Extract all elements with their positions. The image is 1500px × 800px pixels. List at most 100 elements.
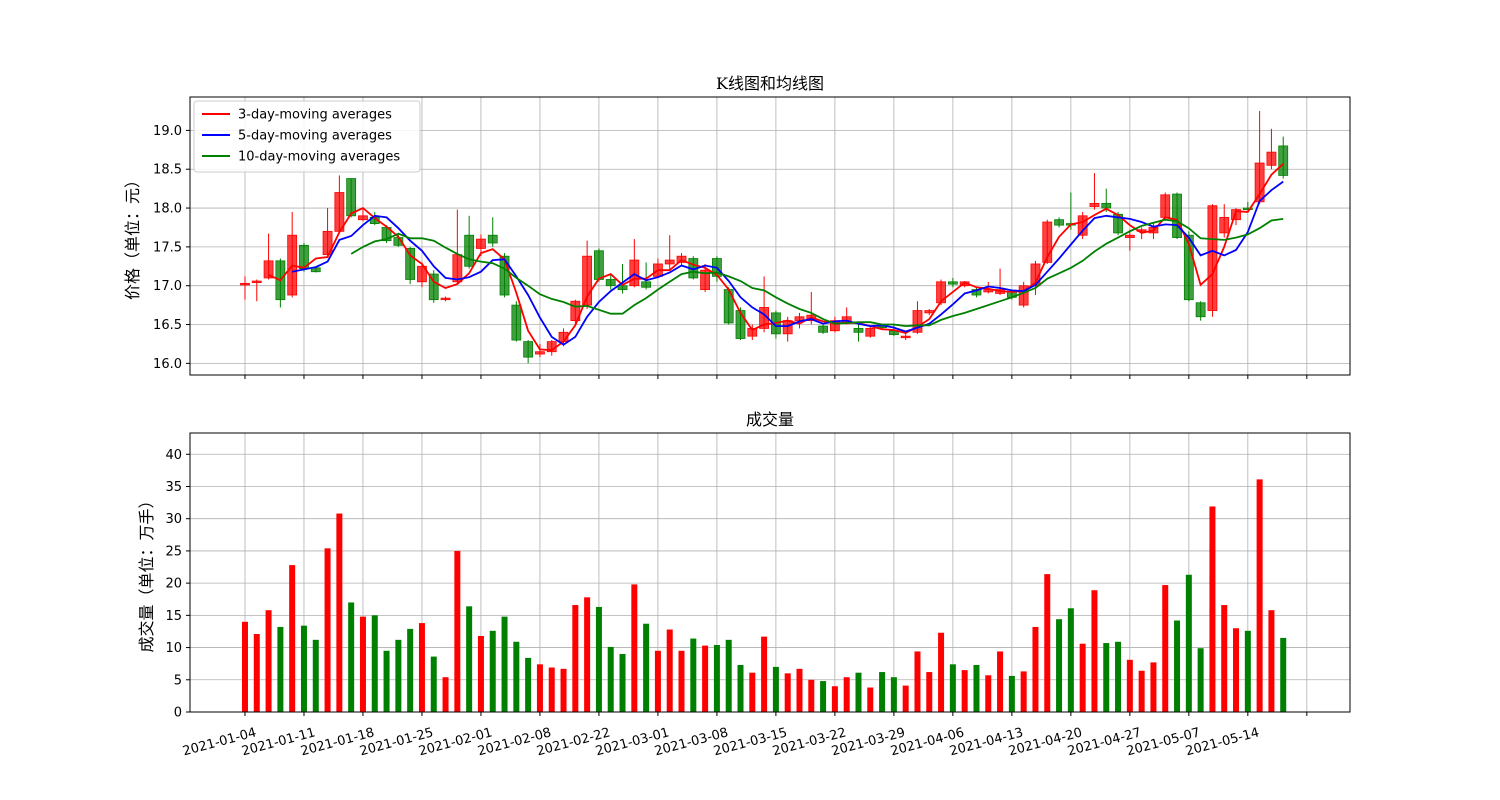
volume-bar (1221, 605, 1228, 712)
candle-body (1101, 202, 1112, 209)
volume-bar (584, 597, 591, 712)
candle-body (1172, 193, 1182, 238)
volume-bar (1209, 506, 1216, 712)
ma-line (292, 180, 1284, 346)
candle-body (1183, 234, 1194, 301)
volume-bar (548, 667, 555, 712)
volume-bar (1174, 620, 1181, 712)
volume-bar (513, 641, 520, 712)
candle-body (924, 310, 935, 314)
y-tick-label: 5 (174, 673, 182, 688)
candle-body (641, 281, 652, 288)
volume-bar (713, 644, 720, 712)
volume-bar (1020, 671, 1027, 712)
volume-bar (654, 650, 661, 712)
volume-bar (890, 677, 897, 712)
volume-bar (985, 675, 992, 712)
candle-body (1266, 151, 1277, 166)
volume-bar (477, 635, 484, 712)
candle-body (251, 280, 262, 283)
volume-bar (442, 677, 449, 712)
plot-frame (189, 432, 1351, 713)
candle-body (1207, 205, 1218, 311)
legend-label: 5-day-moving averages (238, 129, 392, 144)
volume-bar (1244, 630, 1251, 712)
volume-bar (855, 672, 862, 712)
candle-body (1219, 216, 1230, 234)
candle-body (417, 265, 427, 283)
candle-body (487, 234, 498, 244)
volume-bar (1162, 585, 1169, 712)
volume-bar (737, 664, 744, 712)
candle-body (1254, 162, 1265, 203)
volume-bar (702, 645, 709, 712)
volume-bar (902, 685, 909, 712)
volume-bar (1280, 637, 1287, 712)
candle-body (428, 273, 439, 301)
candle-body (1089, 202, 1100, 207)
volume-bar (595, 606, 602, 712)
volume-bar (772, 666, 779, 712)
y-axis-label: 价格（单位：元） (123, 172, 142, 300)
volume-bar (312, 639, 319, 712)
chart-title: 成交量 (746, 410, 794, 429)
volume-bar (418, 623, 425, 712)
volume-bar (1268, 610, 1275, 712)
volume-bar (289, 565, 296, 712)
candle-body (440, 297, 451, 301)
y-tick-label: 18.0 (153, 202, 182, 217)
candle-body (735, 310, 746, 339)
candle-body (1042, 221, 1053, 263)
plot-frame (189, 96, 1351, 376)
ma-line (268, 163, 1284, 352)
volume-bar (1091, 590, 1098, 712)
candle-body (1124, 234, 1135, 238)
volume-bar (1185, 574, 1192, 712)
candle-body (1077, 215, 1088, 236)
volume-bar (359, 616, 366, 712)
candle-body (1160, 194, 1171, 218)
volume-bar (489, 630, 496, 712)
candle-body (523, 341, 534, 358)
volume-bar (796, 668, 803, 712)
volume-bar (643, 623, 650, 712)
volume-bar (466, 606, 473, 712)
volume-bar (324, 548, 331, 712)
volume-bar (277, 626, 284, 712)
volume-bar (336, 513, 343, 712)
volume-bar (879, 672, 886, 712)
candle-body (476, 238, 486, 249)
volume-bar (1103, 643, 1110, 712)
volume-bar (265, 610, 272, 712)
volume-bar (395, 639, 402, 712)
y-tick-label: 10 (165, 641, 182, 656)
volume-bar (1197, 648, 1204, 712)
candle-body (358, 215, 368, 221)
y-tick-label: 20 (165, 577, 182, 592)
volume-bar (1079, 643, 1086, 712)
candle-body (617, 285, 628, 290)
volume-bar (843, 677, 850, 712)
candle-body (700, 269, 711, 290)
candle-body (1242, 207, 1253, 210)
legend-label: 3-day-moving averages (238, 108, 392, 123)
volume-bar (1150, 662, 1157, 712)
volume-bar (536, 664, 543, 712)
y-tick-label: 25 (165, 544, 182, 559)
volume-bar (300, 625, 307, 712)
candle-body (570, 300, 581, 322)
candle-body (464, 234, 475, 267)
volume-bar (631, 584, 638, 712)
candle-body (594, 250, 604, 280)
volume-bar (761, 636, 768, 712)
candle-body (240, 282, 250, 286)
y-tick-label: 35 (165, 480, 182, 495)
volume-bar (678, 650, 685, 712)
y-tick-label: 18.5 (153, 163, 182, 178)
volume-bar (784, 673, 791, 712)
volume-bar (371, 615, 378, 712)
candle-body (900, 335, 911, 339)
candle-body (511, 304, 522, 341)
volume-bar (560, 668, 567, 712)
